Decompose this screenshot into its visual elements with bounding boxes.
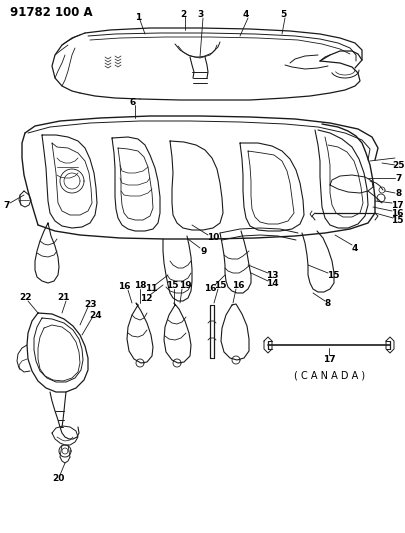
Text: 8: 8: [324, 298, 330, 308]
Text: 10: 10: [206, 232, 219, 241]
Text: 18: 18: [133, 280, 146, 289]
Text: 20: 20: [52, 474, 64, 483]
Text: 24: 24: [90, 311, 102, 319]
Text: 3: 3: [197, 10, 204, 19]
Text: 8: 8: [395, 189, 401, 198]
Text: 15: 15: [326, 271, 339, 279]
Text: 7: 7: [4, 200, 10, 209]
Text: 15: 15: [213, 280, 226, 289]
Text: 15: 15: [390, 215, 402, 224]
Text: 12: 12: [139, 294, 152, 303]
Text: 22: 22: [20, 293, 32, 302]
Text: 5: 5: [279, 10, 286, 19]
Text: 19: 19: [178, 280, 191, 289]
Text: 14: 14: [265, 279, 277, 287]
Text: 16: 16: [231, 280, 244, 289]
Text: 17: 17: [390, 200, 402, 209]
Text: 1: 1: [134, 12, 141, 21]
Text: 23: 23: [85, 300, 97, 309]
Text: 16: 16: [117, 281, 130, 290]
Text: 25: 25: [392, 160, 404, 169]
Text: 2: 2: [179, 10, 185, 19]
Text: 91782 100 A: 91782 100 A: [10, 6, 92, 19]
Text: 15: 15: [165, 280, 178, 289]
Text: 6: 6: [130, 98, 136, 107]
Text: 9: 9: [200, 246, 207, 255]
Text: 16: 16: [390, 208, 402, 217]
Text: 11: 11: [145, 284, 157, 293]
Text: ( C A N A D A ): ( C A N A D A ): [294, 370, 364, 380]
Text: 13: 13: [265, 271, 277, 279]
Text: 7: 7: [395, 174, 401, 182]
Text: 4: 4: [242, 10, 249, 19]
Text: 21: 21: [58, 293, 70, 302]
Text: 16: 16: [203, 284, 216, 293]
Text: 17: 17: [322, 356, 335, 365]
Text: 4: 4: [351, 244, 357, 253]
